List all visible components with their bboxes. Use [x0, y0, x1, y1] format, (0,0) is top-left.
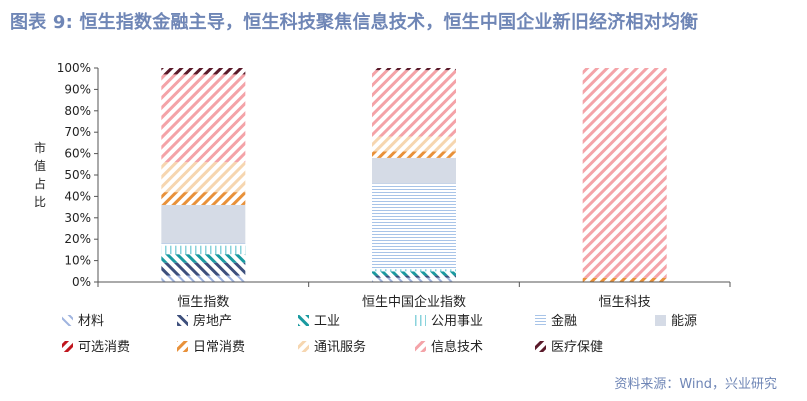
bar-segment	[372, 183, 456, 270]
legend-item: 能源	[655, 314, 697, 329]
legend-label: 日常消费	[193, 340, 245, 355]
legend-swatch	[415, 315, 426, 326]
legend-label: 材料	[78, 314, 104, 329]
bar-segment	[372, 277, 456, 282]
legend-swatch	[655, 315, 666, 326]
legend-item: 房地产	[177, 313, 232, 329]
legend-swatch	[177, 341, 188, 352]
bar-segment	[582, 277, 667, 282]
legend-item: 通讯服务	[298, 339, 366, 355]
bar-segment	[372, 70, 456, 137]
legend-item: 可选消费	[62, 340, 130, 355]
y-axis-label-char: 比	[34, 195, 46, 209]
legend-swatch	[535, 341, 546, 352]
chart-title: 图表 9: 恒生指数金融主导，恒生科技聚焦信息技术，恒生中国企业新旧经济相对均衡	[10, 12, 699, 33]
y-axis-label-char: 值	[34, 158, 46, 173]
legend-label: 工业	[314, 314, 340, 329]
y-tick-label: 60%	[64, 147, 91, 161]
y-tick-label: 80%	[64, 104, 91, 118]
legend-item: 材料	[62, 314, 104, 329]
y-axis-label-char: 市	[34, 140, 46, 155]
legend-swatch	[535, 315, 546, 326]
legend-item: 公用事业	[415, 314, 483, 329]
bar-segment	[372, 151, 456, 158]
bar-segment	[161, 74, 246, 163]
legend-swatch	[62, 341, 73, 352]
legend-label: 通讯服务	[314, 339, 366, 355]
x-tick-label: 恒生指数	[177, 295, 229, 310]
y-tick-label: 30%	[64, 211, 91, 225]
bar-segment	[161, 275, 246, 282]
bar-segment	[372, 68, 456, 71]
bar-segment	[372, 271, 456, 276]
bar-segment	[161, 254, 246, 263]
y-tick-label: 0%	[72, 275, 91, 289]
bar-segment	[372, 136, 456, 152]
x-tick-label: 恒生科技	[599, 295, 651, 310]
y-tick-label: 40%	[64, 189, 91, 203]
bar-segment	[372, 157, 456, 184]
x-tick-label: 恒生中国企业指数	[362, 294, 466, 310]
y-axis-label-char: 占	[34, 176, 46, 191]
y-tick-label: 10%	[64, 254, 91, 268]
legend-label: 房地产	[193, 313, 232, 329]
bar-segment	[161, 192, 246, 205]
legend-item: 金融	[535, 313, 577, 329]
legend-swatch	[177, 315, 188, 326]
legend-swatch	[62, 315, 73, 326]
legend-label: 可选消费	[78, 340, 130, 355]
y-tick-label: 70%	[64, 125, 91, 139]
legend-item: 工业	[298, 314, 340, 329]
bar-segment	[161, 68, 246, 75]
bar-segment	[161, 162, 246, 193]
bar-segment	[372, 275, 456, 278]
y-tick-label: 100%	[57, 61, 91, 75]
legend-swatch	[298, 315, 309, 326]
legend-swatch	[298, 341, 309, 352]
legend-label: 信息技术	[431, 339, 483, 355]
legend-label: 公用事业	[431, 314, 483, 329]
bar-segment	[161, 262, 246, 276]
legend-swatch	[415, 341, 426, 352]
bar-segment	[582, 68, 667, 278]
chart-source: 资料来源：Wind，兴业研究	[614, 377, 777, 392]
bar-segment	[161, 243, 246, 246]
legend-label: 金融	[551, 313, 577, 329]
legend-item: 信息技术	[415, 339, 483, 355]
legend-item: 日常消费	[177, 340, 245, 355]
bar-segment	[161, 245, 246, 255]
legend-label: 能源	[671, 314, 697, 329]
bar-segment	[161, 204, 246, 244]
bar-segment	[372, 269, 456, 272]
y-tick-label: 20%	[64, 232, 91, 246]
y-tick-label: 50%	[64, 168, 91, 182]
legend-item: 医疗保健	[535, 340, 603, 355]
y-tick-label: 90%	[64, 82, 91, 96]
legend-label: 医疗保健	[551, 340, 603, 355]
